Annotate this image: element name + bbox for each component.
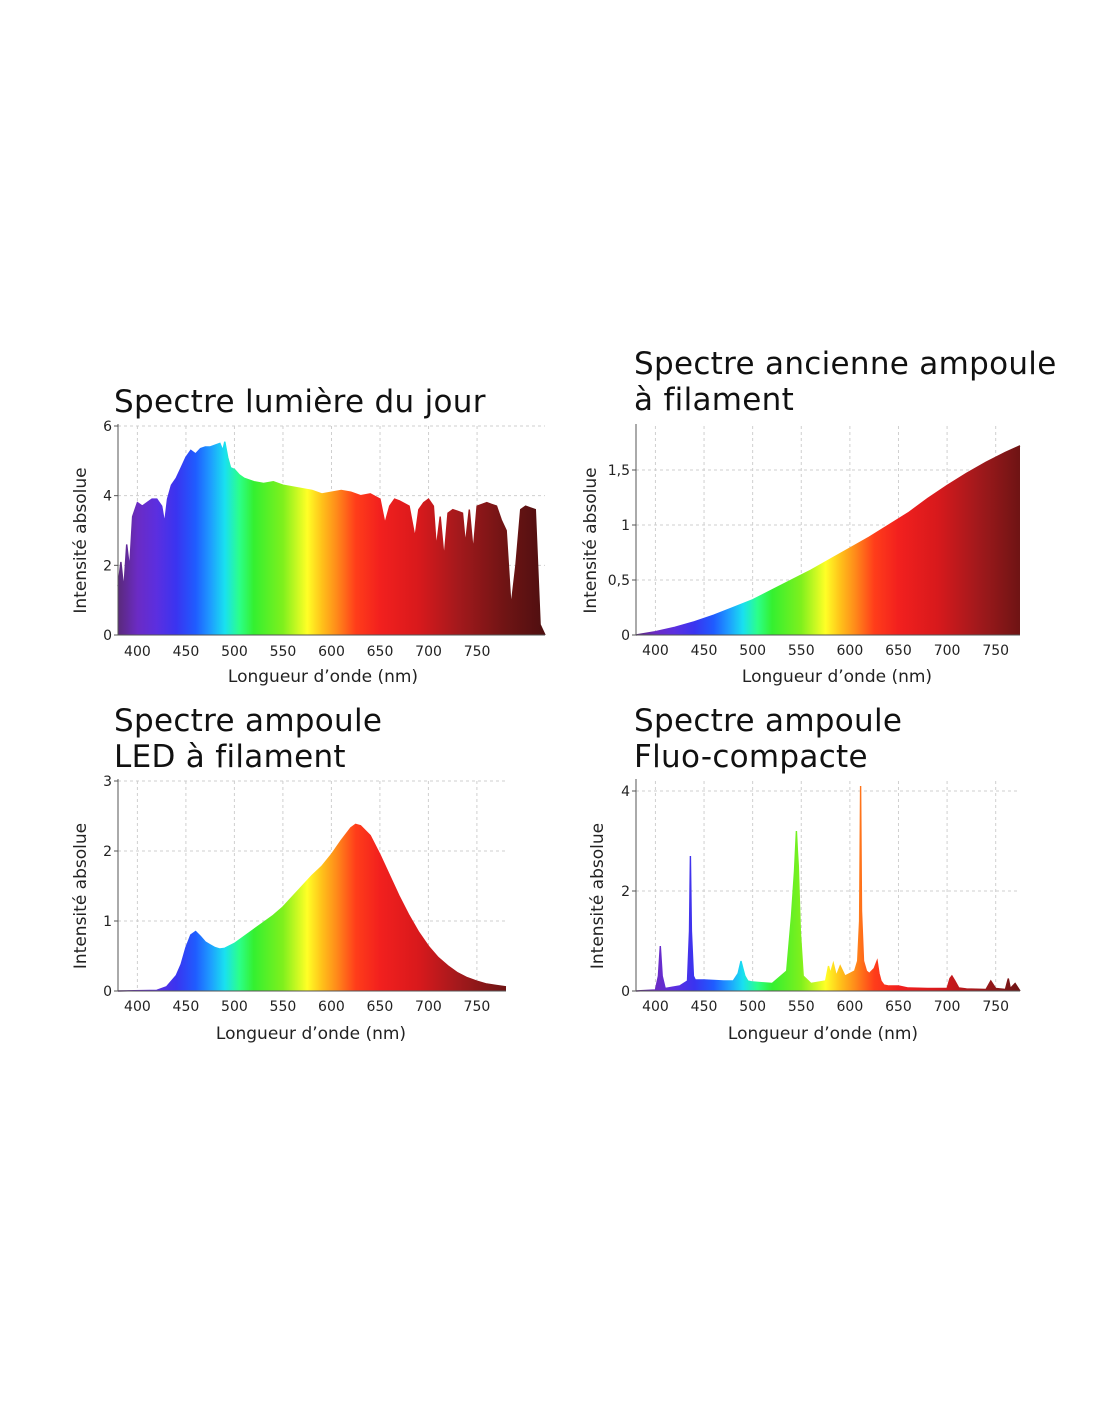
x-tick-label: 700 [934, 999, 961, 1015]
x-tick-label: 700 [415, 999, 442, 1015]
x-tick-label: 550 [788, 643, 815, 659]
grid [636, 781, 1020, 992]
x-tick-label: 400 [642, 999, 669, 1015]
y-tick-label: 4 [103, 489, 112, 505]
spectrum-area [118, 824, 506, 991]
y-tick-label: 2 [621, 884, 630, 900]
y-tick-label: 1 [103, 914, 112, 930]
y-axis-label: Intensité absolue [71, 823, 91, 969]
chart-title-line: Spectre lumière du jour [114, 384, 486, 420]
y-tick-label: 2 [103, 844, 112, 860]
x-tick-label: 750 [982, 643, 1009, 659]
x-tick-label: 600 [837, 999, 864, 1015]
chart-title-line: Spectre ampoule [634, 703, 903, 739]
y-tick-label: 3 [103, 774, 112, 790]
spectrum-outline [117, 441, 546, 636]
x-tick-label: 750 [464, 644, 491, 660]
x-tick-label: 750 [464, 999, 491, 1015]
x-axis-label: Longueur d’onde (nm) [216, 1024, 406, 1044]
x-tick-label: 600 [837, 643, 864, 659]
chart-title-line: LED à filament [114, 739, 346, 775]
chart-title: Spectre ampoule LED à filament [114, 703, 382, 775]
chart-title: Spectre ancienne ampoule à filament [634, 346, 1057, 418]
spectrum-outline [635, 445, 1021, 636]
y-tick-label: 0 [621, 628, 630, 644]
chart-title: Spectre lumière du jour [114, 384, 486, 420]
x-tick-label: 600 [318, 999, 345, 1015]
x-tick-label: 550 [270, 644, 297, 660]
x-axis-label: Longueur d’onde (nm) [728, 1024, 918, 1044]
x-tick-label: 650 [885, 643, 912, 659]
x-tick-label: 600 [318, 644, 345, 660]
x-tick-label: 450 [173, 644, 200, 660]
x-tick-label: 700 [415, 644, 442, 660]
chart-title-line: Fluo-compacte [634, 739, 868, 775]
x-tick-label: 500 [221, 999, 248, 1015]
x-tick-label: 650 [367, 644, 394, 660]
y-tick-label: 1 [621, 518, 630, 534]
y-axis-label: Intensité absolue [71, 467, 91, 613]
x-tick-label: 450 [691, 643, 718, 659]
y-axis-label: Intensité absolue [581, 467, 601, 613]
y-tick-label: 6 [103, 419, 112, 435]
y-axis-label: Intensité absolue [588, 823, 608, 969]
x-tick-label: 400 [124, 999, 151, 1015]
y-tick-label: 4 [621, 784, 630, 800]
y-tick-label: 0 [103, 628, 112, 644]
x-tick-label: 450 [691, 999, 718, 1015]
x-tick-label: 550 [270, 999, 297, 1015]
y-tick-label: 0,5 [608, 573, 630, 589]
x-tick-label: 500 [739, 999, 766, 1015]
spectrum-area [636, 786, 1020, 991]
spectrum-outline [117, 823, 507, 992]
chart-title-line: à filament [634, 382, 795, 418]
y-tick-label: 2 [103, 558, 112, 574]
x-tick-label: 750 [982, 999, 1009, 1015]
x-tick-label: 500 [739, 643, 766, 659]
x-tick-label: 400 [124, 644, 151, 660]
x-axis-label: Longueur d’onde (nm) [742, 667, 932, 687]
x-tick-label: 400 [642, 643, 669, 659]
x-axis-label: Longueur d’onde (nm) [228, 667, 418, 687]
y-tick-label: 1,5 [608, 463, 630, 479]
chart-title-line: Spectre ancienne ampoule [634, 346, 1057, 382]
chart-title: Spectre ampoule Fluo-compacte [634, 703, 902, 775]
x-tick-label: 700 [934, 643, 961, 659]
spectrum-area [118, 441, 545, 635]
y-tick-label: 0 [621, 984, 630, 1000]
x-tick-label: 550 [788, 999, 815, 1015]
x-tick-label: 500 [221, 644, 248, 660]
x-tick-label: 650 [367, 999, 394, 1015]
spectrum-area [636, 445, 1020, 635]
spectrum-outline [635, 785, 1021, 992]
x-tick-label: 450 [173, 999, 200, 1015]
chart-title-line: Spectre ampoule [114, 703, 383, 739]
x-tick-label: 650 [885, 999, 912, 1015]
y-tick-label: 0 [103, 984, 112, 1000]
